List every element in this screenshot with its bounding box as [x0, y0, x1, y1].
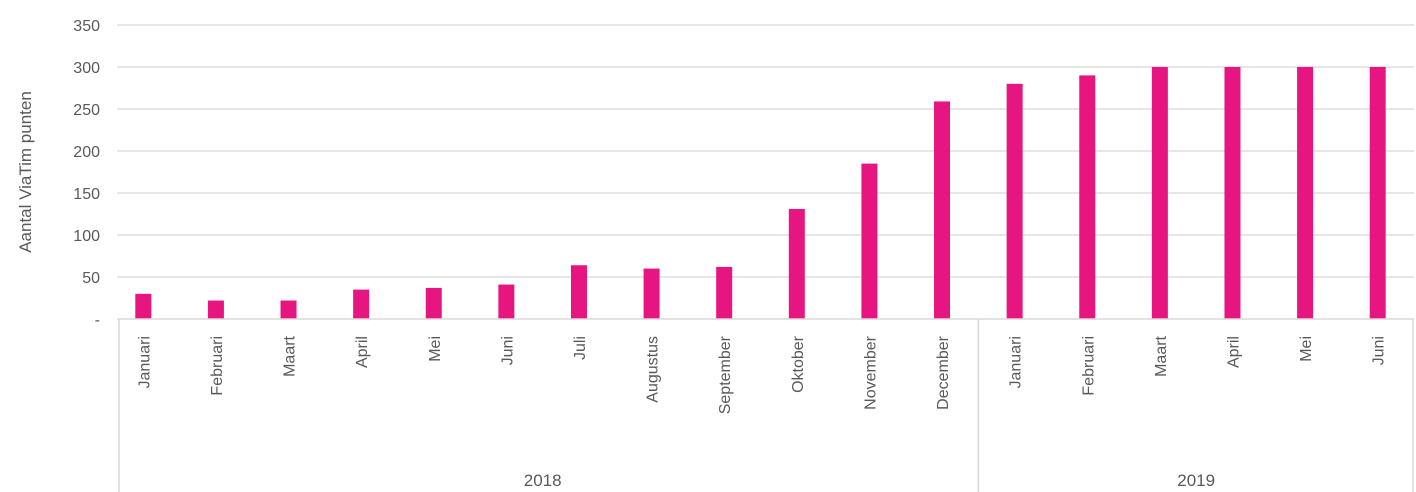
bar: [498, 284, 515, 319]
x-tick-label: December: [935, 335, 952, 409]
group-label: 2019: [1177, 471, 1215, 490]
x-tick-label: Februari: [1080, 336, 1097, 396]
x-tick-label: April: [1225, 336, 1242, 368]
bar: [280, 300, 297, 319]
x-tick-label: Februari: [209, 336, 226, 396]
x-tick-label: Oktober: [790, 335, 807, 393]
bar: [570, 265, 587, 319]
bar: [643, 268, 660, 319]
bar: [1224, 67, 1241, 319]
x-tick-label: Juni: [499, 336, 516, 365]
x-tick-label: November: [862, 335, 879, 409]
x-tick-label: Maart: [1153, 335, 1170, 376]
y-tick-label: 250: [73, 102, 100, 119]
x-tick-label: September: [717, 335, 734, 414]
bar: [207, 300, 224, 319]
bar: [934, 101, 951, 319]
y-tick-label: -: [95, 312, 100, 329]
x-tick-label: Augustus: [645, 336, 662, 403]
bars: [135, 67, 1386, 320]
bar: [1297, 67, 1314, 319]
x-tick-label: Juli: [572, 336, 589, 360]
group-label: 2018: [524, 471, 562, 490]
bar: [1006, 83, 1023, 319]
x-tick-label: April: [354, 336, 371, 368]
y-tick-label: 300: [73, 60, 100, 77]
bar: [716, 266, 733, 319]
x-tick-label: Januari: [136, 336, 153, 388]
y-tick-label: 350: [73, 18, 100, 35]
y-tick-label: 200: [73, 144, 100, 161]
bar: [1079, 75, 1096, 320]
x-tick-label: Januari: [1008, 336, 1025, 388]
x-tick-label: Mei: [427, 336, 444, 362]
y-tick-label: 50: [82, 270, 100, 287]
x-axis: Januari Februari Maart April Mei Juni Juli Augu…: [117, 318, 1414, 492]
bar: [1369, 67, 1386, 319]
gridlines: [117, 24, 1414, 278]
bar: [425, 287, 442, 319]
bar: [788, 208, 805, 319]
y-axis-label: Aantal ViaTim punten: [16, 91, 35, 253]
x-tick-label: Juni: [1371, 336, 1388, 365]
bar: [861, 163, 878, 319]
bar: [135, 293, 152, 319]
x-tick-label: Maart: [282, 335, 299, 376]
bar: [1151, 67, 1168, 319]
y-axis-ticks: - 50 100 150 200 250 300 350: [73, 18, 100, 329]
y-tick-label: 150: [73, 186, 100, 203]
y-tick-label: 100: [73, 228, 100, 245]
x-tick-label: Mei: [1298, 336, 1315, 362]
bar: [353, 289, 370, 319]
